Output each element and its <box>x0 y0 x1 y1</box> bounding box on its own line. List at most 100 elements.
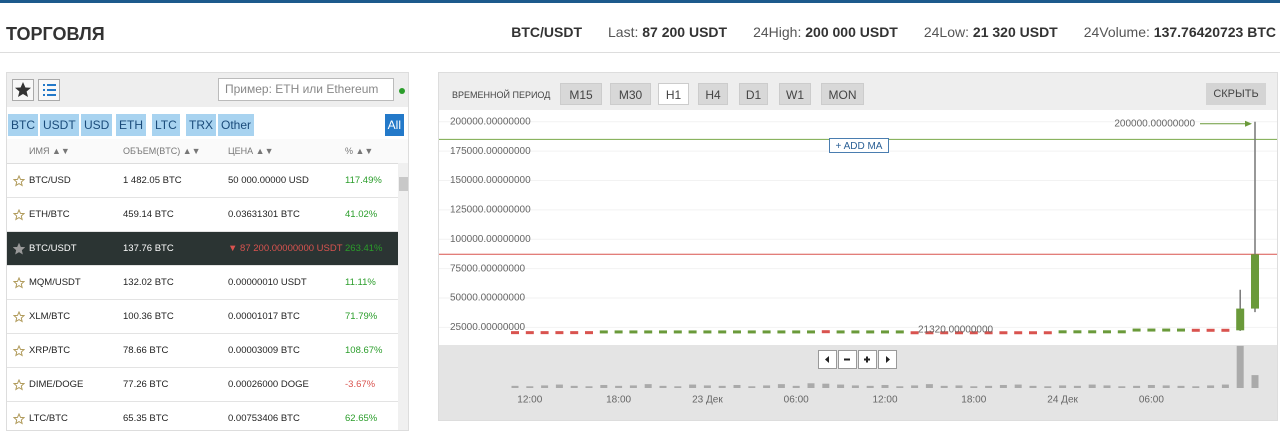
candle-body <box>747 330 756 334</box>
candle-body <box>925 331 934 335</box>
period-button[interactable]: D1 <box>739 83 768 105</box>
volume-bar <box>1103 385 1111 388</box>
volume-bar <box>1162 385 1170 388</box>
period-button[interactable]: M30 <box>610 83 651 105</box>
y-tick-label: 200000.00000000 <box>450 116 531 127</box>
volume-bar <box>1147 384 1155 388</box>
tab[interactable]: USDT <box>40 114 79 136</box>
divider <box>0 52 1280 53</box>
star-icon[interactable] <box>13 311 25 323</box>
volume-bar <box>837 384 845 388</box>
tab[interactable]: Other <box>218 114 255 136</box>
stat-label: 24Volume: <box>1083 24 1150 40</box>
annotation: 200000.00000000 <box>1114 118 1195 129</box>
x-tick-label: 06:00 <box>784 395 809 406</box>
favorites-button[interactable] <box>12 79 34 101</box>
tab[interactable]: TRX <box>186 114 216 136</box>
candle-body <box>585 331 593 335</box>
tab[interactable]: LTC <box>152 114 180 136</box>
volume-bar <box>585 386 593 388</box>
cell: 117.49% <box>345 175 382 186</box>
star-icon[interactable] <box>13 175 25 187</box>
volume-bar <box>703 385 711 388</box>
scrollbar[interactable] <box>398 163 408 430</box>
y-tick-label: 100000.00000000 <box>450 234 531 245</box>
table-header: ИМЯ ▲▼ ОБЪЕМ(BTC) ▲▼ ЦЕНА ▲▼ % ▲▼ <box>7 139 408 164</box>
cell: ▼ 87 200.00000000 USDT <box>228 243 343 254</box>
add-ma-button[interactable]: + ADD MA <box>829 138 889 153</box>
volume-bar <box>940 385 948 388</box>
star-icon[interactable] <box>13 277 25 289</box>
stat-value: 200 000 USDT <box>805 24 898 40</box>
column-header[interactable]: % ▲▼ <box>345 146 374 156</box>
volume-bar <box>881 384 889 388</box>
zoom-in[interactable] <box>858 350 877 369</box>
period-button[interactable]: H1 <box>658 83 689 105</box>
candle-body <box>540 331 549 335</box>
period-button[interactable]: M15 <box>560 83 602 105</box>
volume-bar <box>511 385 519 388</box>
candle-body <box>792 330 801 334</box>
column-header[interactable]: ИМЯ ▲▼ <box>29 146 70 156</box>
period-button[interactable]: H4 <box>698 83 728 105</box>
market-row[interactable]: DIME/DOGE 77.26 BTC 0.00026000 DOGE -3.67% <box>7 368 408 402</box>
zoom-out[interactable] <box>838 350 857 369</box>
candle-body <box>614 330 623 334</box>
nav-left[interactable] <box>818 350 837 369</box>
candle-body <box>1236 308 1245 331</box>
y-tick-label: 125000.00000000 <box>450 205 531 216</box>
market-row[interactable]: BTC/USD 1 482.05 BTC 50 000.00000 USD 117.4… <box>7 164 408 198</box>
market-row[interactable]: BTC/USDT 137.76 BTC ▼ 87 200.00000000 USDT… <box>7 232 408 266</box>
market-row[interactable]: XLM/BTC 100.36 BTC 0.00001017 BTC 71.79% <box>7 300 408 334</box>
status-dot <box>399 88 405 94</box>
volume-bar <box>1044 386 1052 388</box>
market-row[interactable]: XRP/BTC 78.66 BTC 0.00003009 BTC 108.67% <box>7 334 408 368</box>
volume-bar <box>851 385 859 388</box>
star-icon[interactable] <box>13 413 25 425</box>
cell: 77.26 BTC <box>123 379 169 390</box>
candle-body <box>895 330 904 334</box>
market-row[interactable]: LTC/BTC 65.35 BTC 0.00753406 BTC 62.65% <box>7 402 408 430</box>
cell: XLM/BTC <box>7 300 123 333</box>
tab[interactable]: BTC <box>8 114 38 136</box>
x-tick-label: 18:00 <box>606 395 631 406</box>
star-icon[interactable] <box>13 243 25 255</box>
hide-button[interactable]: СКРЫТЬ <box>1206 83 1266 105</box>
market-row[interactable]: ETH/BTC 459.14 BTC 0.03631301 BTC 41.02% <box>7 198 408 232</box>
candle-body <box>881 330 889 334</box>
tab[interactable]: ETH <box>116 114 146 136</box>
table-body: BTC/USD 1 482.05 BTC 50 000.00000 USD 117.4… <box>7 164 408 430</box>
candle-body <box>955 331 963 335</box>
candle-body <box>718 330 727 334</box>
cell: 0.03631301 BTC <box>228 209 300 220</box>
x-tick-label: 12:00 <box>872 395 897 406</box>
candle-body <box>599 330 608 334</box>
list-button[interactable] <box>38 79 60 101</box>
volume-bar <box>733 384 741 388</box>
x-tick-label: 23 Дек <box>692 395 723 406</box>
cell: 108.67% <box>345 345 383 356</box>
volume-bar <box>985 385 993 388</box>
candlestick-chart: 25000.00000000 50000.00000000 75000.000000… <box>439 110 1277 420</box>
column-header[interactable]: ОБЪЕМ(BTC) ▲▼ <box>123 146 201 156</box>
candle-body <box>1029 331 1037 335</box>
tabs: All BTC USDT USD ETH LTC TRX Other <box>7 111 408 139</box>
tab[interactable]: USD <box>81 114 113 136</box>
period-button[interactable]: MON <box>821 83 864 105</box>
tab-all[interactable]: All <box>384 114 404 136</box>
candle-body <box>1177 328 1185 332</box>
period-button[interactable]: W1 <box>779 83 811 105</box>
star-icon[interactable] <box>13 379 25 391</box>
candle-body <box>969 331 978 335</box>
candle-body <box>910 331 919 335</box>
star-icon[interactable] <box>13 209 25 221</box>
volume-bar <box>866 385 874 388</box>
cell: 100.36 BTC <box>123 311 174 322</box>
star-icon[interactable] <box>13 345 25 357</box>
nav-right[interactable] <box>878 350 897 369</box>
cell: 71.79% <box>345 311 378 322</box>
search-input[interactable]: Пример: ETH или Ethereum <box>218 78 394 101</box>
column-header[interactable]: ЦЕНА ▲▼ <box>228 146 274 156</box>
market-row[interactable]: MQM/USDT 132.02 BTC 0.00000010 USDT 11.11% <box>7 266 408 300</box>
